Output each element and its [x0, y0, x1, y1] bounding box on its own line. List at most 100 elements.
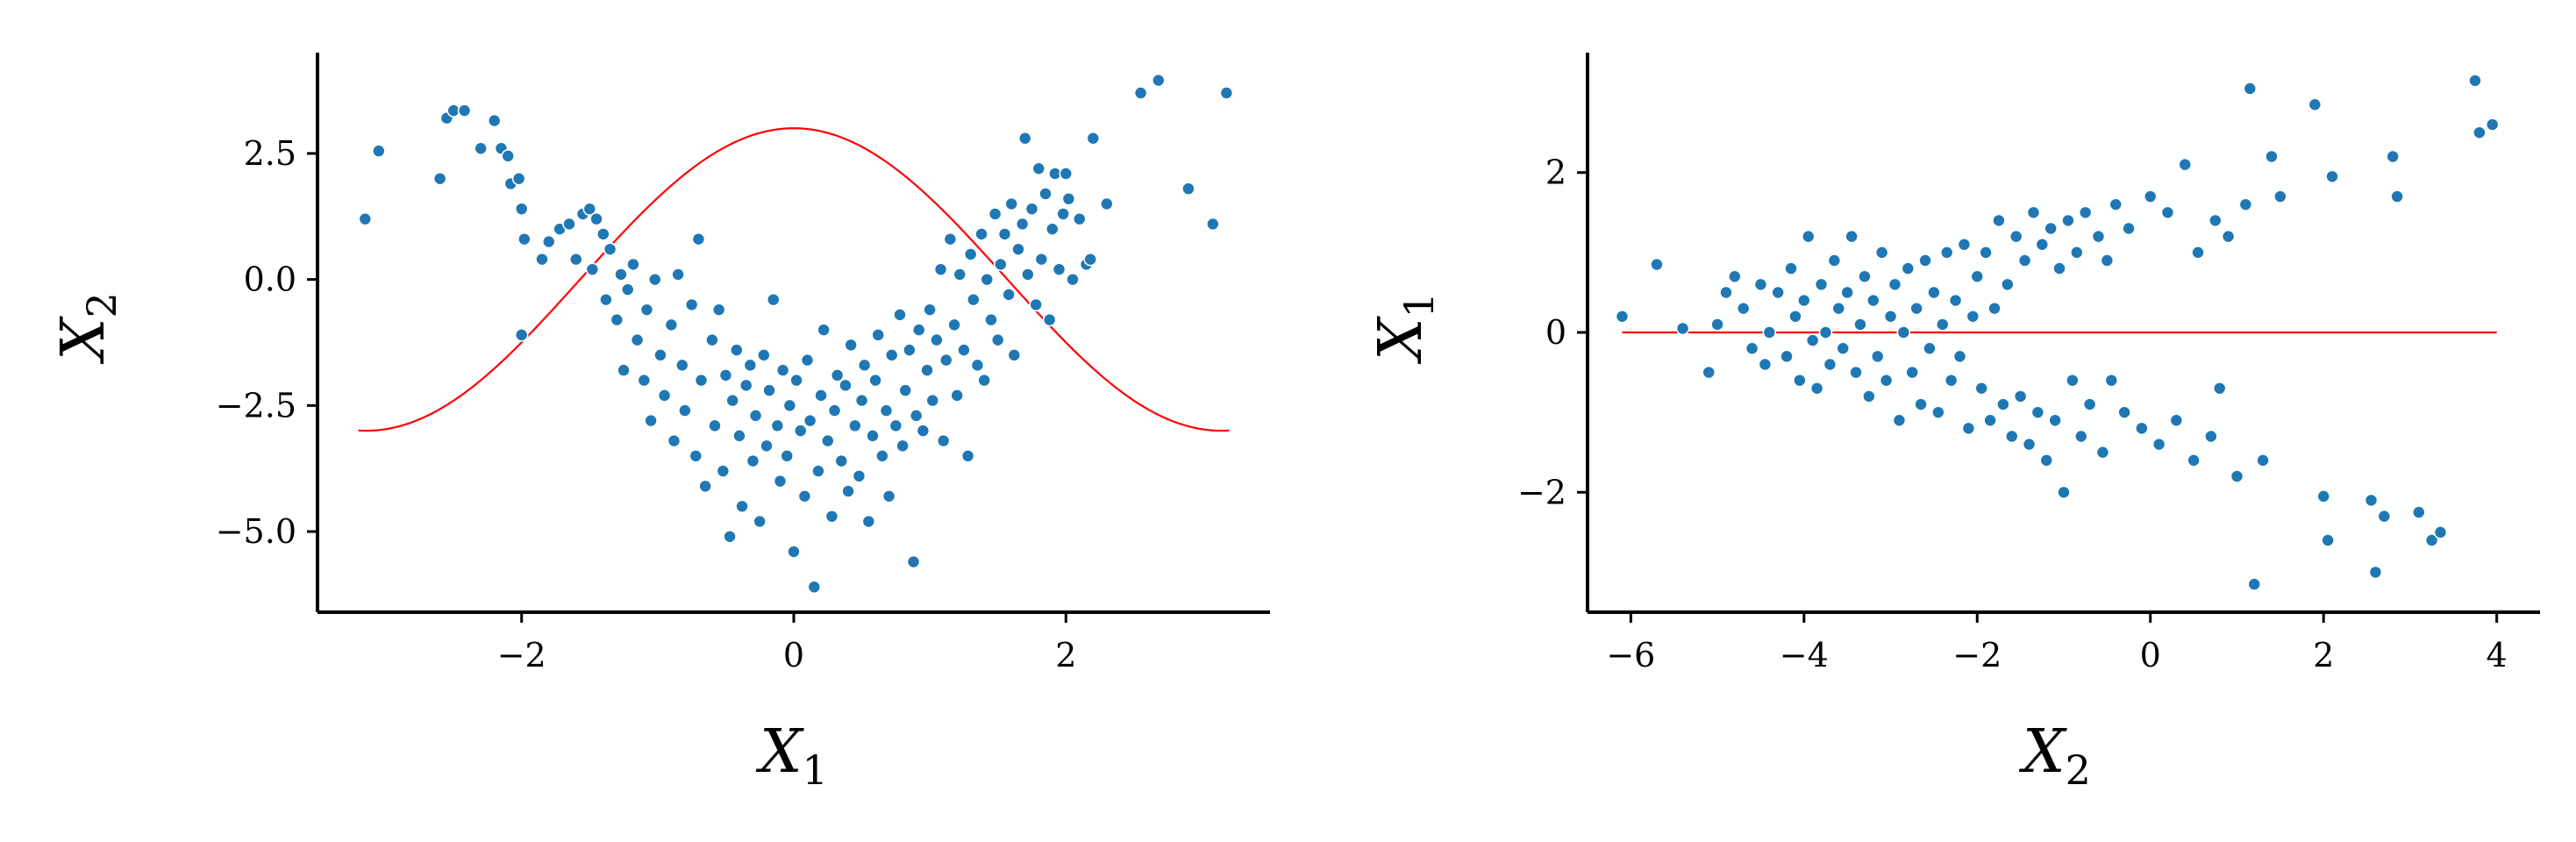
data-point [1948, 293, 1963, 308]
data-point [770, 418, 785, 433]
data-point [1780, 349, 1794, 364]
x-tick-label: −6 [1606, 636, 1655, 674]
data-point [2143, 189, 2158, 203]
data-point [2390, 189, 2404, 203]
data-point [1042, 312, 1057, 327]
data-point [1059, 167, 1074, 181]
x-tick-label: −4 [1780, 636, 1829, 674]
data-point [1979, 246, 1993, 260]
data-point [748, 409, 763, 423]
data-point [1801, 229, 1816, 244]
data-point [2433, 525, 2448, 539]
data-point [2057, 485, 2071, 500]
data-point [871, 328, 885, 342]
data-point [957, 343, 971, 357]
data-point [725, 393, 739, 408]
data-point [1931, 405, 1945, 419]
data-point [1029, 297, 1043, 312]
data-point [2204, 429, 2218, 444]
data-point [844, 338, 858, 353]
data-point [2243, 82, 2258, 96]
data-point [735, 499, 749, 514]
data-point [2061, 213, 2075, 228]
data-point [2082, 397, 2097, 411]
data-point [762, 383, 776, 397]
data-point [432, 171, 447, 186]
data-point [1004, 196, 1019, 211]
data-point [888, 418, 903, 433]
data-point [694, 373, 709, 388]
data-point [820, 433, 835, 448]
data-point [974, 227, 988, 241]
data-point [514, 328, 529, 342]
data-point [2052, 261, 2066, 275]
data-point [893, 308, 907, 322]
points-layer [1615, 74, 2500, 591]
data-point [603, 242, 617, 256]
data-point [1038, 187, 1053, 201]
data-point [773, 474, 788, 489]
data-point [920, 363, 934, 377]
data-point [2368, 565, 2383, 580]
data-point [789, 373, 803, 388]
data-point [1879, 373, 1894, 388]
data-point [1615, 309, 1630, 324]
data-point [1935, 318, 1950, 332]
data-point [1923, 341, 1937, 356]
x-axis-label: X2 [2018, 717, 2091, 794]
data-point [2073, 429, 2088, 444]
y-axis-label: X2 [49, 292, 125, 365]
data-point [1024, 202, 1039, 216]
data-point [2273, 189, 2287, 203]
data-point [1809, 381, 1824, 396]
data-point [1181, 182, 1195, 196]
y-tick-label: 2 [1545, 153, 1566, 192]
data-point [923, 303, 937, 317]
data-point [2004, 429, 2019, 444]
data-point [977, 373, 991, 388]
data-point [457, 103, 472, 118]
data-point [848, 418, 862, 433]
data-point [541, 234, 556, 249]
data-point [511, 171, 526, 186]
data-point [746, 453, 760, 468]
data-point [2424, 533, 2439, 547]
data-point [2485, 118, 2500, 132]
data-point [2178, 157, 2193, 172]
data-point [811, 464, 825, 478]
data-point [1728, 269, 1742, 284]
data-point [1996, 397, 2010, 411]
data-point [807, 580, 822, 595]
data-point [517, 232, 532, 246]
axes: −2 0 2 −5.0 −2.5 0.0 2.5 [216, 53, 1270, 674]
data-point [1758, 357, 1773, 372]
data-point [1002, 288, 1016, 302]
data-point [1952, 349, 1967, 364]
data-point [691, 232, 706, 246]
data-point [474, 141, 488, 156]
data-point [637, 373, 652, 388]
data-point [817, 323, 831, 337]
data-point [1675, 321, 1690, 336]
data-point [803, 413, 817, 428]
data-point [2066, 373, 2080, 388]
data-point [814, 389, 828, 403]
curve-layer [358, 127, 1230, 432]
data-point [898, 383, 913, 397]
data-point [1849, 365, 1863, 380]
data-point [1052, 262, 1067, 276]
data-point [708, 418, 722, 433]
data-point [2325, 169, 2339, 184]
data-point [909, 409, 924, 423]
data-point [1753, 277, 1768, 292]
data-point [797, 489, 812, 503]
data-point [2030, 405, 2045, 419]
data-point [732, 429, 746, 443]
data-point [875, 449, 889, 463]
x-tick-label: 0 [2140, 636, 2161, 674]
data-point [2247, 577, 2261, 591]
data-point [2160, 205, 2175, 220]
scatter-panel-right: −6 −4 −2 0 2 4 −2 0 2 X2 X1 [1366, 53, 2540, 794]
y-tick-label: −2 [1517, 473, 1566, 511]
data-point [1823, 357, 1837, 372]
